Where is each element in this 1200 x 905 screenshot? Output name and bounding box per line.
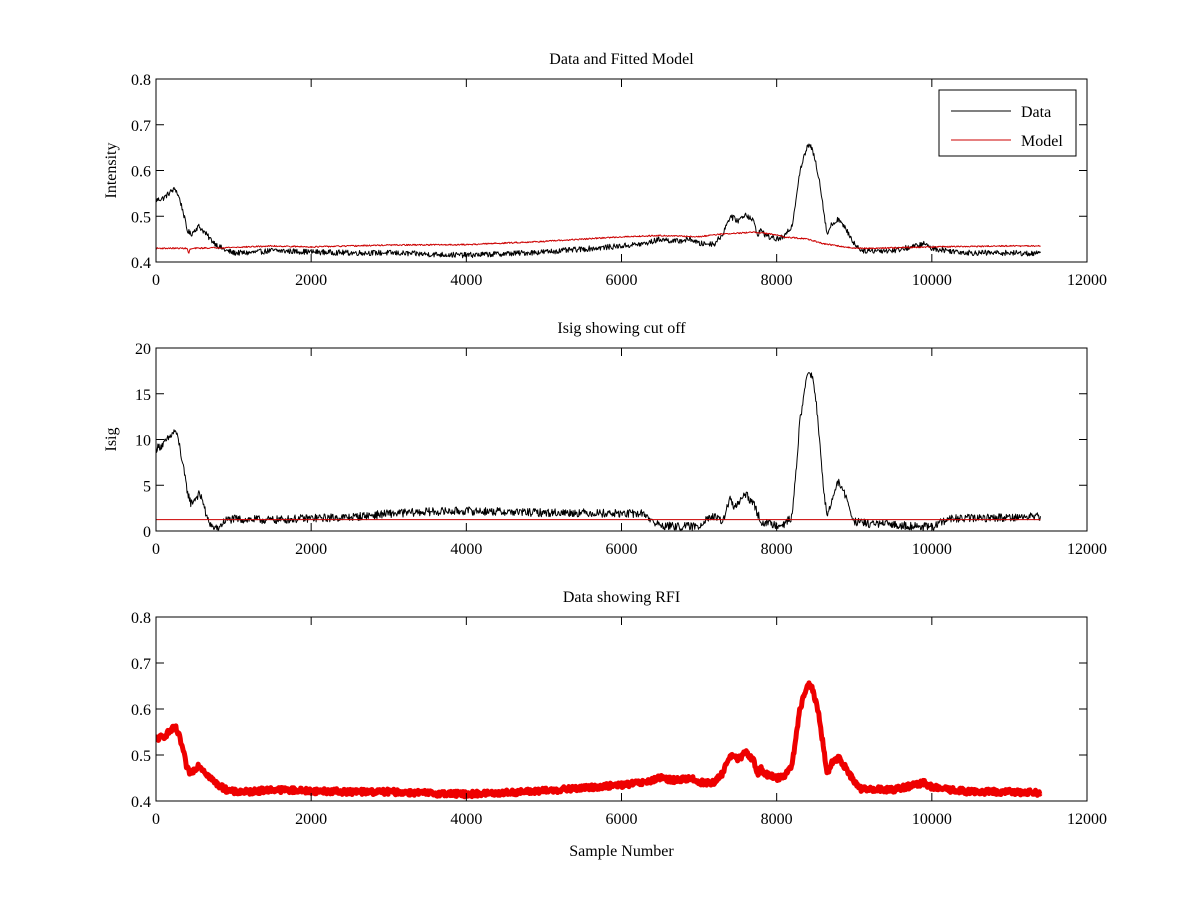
legend-label-model: Model — [1021, 133, 1063, 150]
y-tick-label: 0.4 — [131, 255, 151, 272]
chart-title: Data and Fitted Model — [549, 51, 694, 68]
legend: Data Model — [938, 89, 1077, 157]
y-tick-label: 0.4 — [131, 794, 151, 811]
y-tick-label: 0 — [143, 524, 151, 541]
y-axis-label: Isig — [103, 428, 120, 452]
y-tick-label: 10 — [135, 433, 151, 450]
plot-area — [156, 680, 1043, 800]
x-tick-label: 8000 — [761, 811, 793, 828]
x-tick-label: 10000 — [912, 272, 952, 289]
y-tick-label: 0.8 — [131, 72, 151, 89]
x-tick-label: 10000 — [912, 811, 952, 828]
y-tick-label: 0.5 — [131, 748, 151, 765]
y-tick-label: 0.5 — [131, 209, 151, 226]
x-tick-label: 0 — [152, 811, 160, 828]
x-tick-label: 4000 — [450, 811, 482, 828]
x-tick-label: 6000 — [606, 811, 638, 828]
x-tick-label: 6000 — [606, 541, 638, 558]
x-tick-label: 0 — [152, 541, 160, 558]
legend-label-data: Data — [1021, 104, 1051, 121]
plot-area — [156, 372, 1041, 531]
panel-isig-showing-cut-off: 0 2000 4000 6000 8000 10000 12000 0 5 10 15 20 Isig … — [103, 320, 1107, 558]
y-tick-label: 5 — [143, 478, 151, 495]
legend-box — [938, 89, 1077, 157]
y-tick-label: 0.8 — [131, 610, 151, 627]
x-tick-label: 12000 — [1067, 541, 1107, 558]
x-axis-label: Sample Number — [569, 843, 674, 860]
panel-data-and-fitted-model: 0 2000 4000 6000 8000 10000 12000 0.4 0.5 0.6 0.7 0… — [103, 51, 1107, 289]
series-line-model — [156, 231, 1041, 254]
x-tick-label: 2000 — [295, 272, 327, 289]
x-tick-label: 8000 — [761, 541, 793, 558]
y-tick-label: 0.6 — [131, 702, 151, 719]
x-tick-label: 0 — [152, 272, 160, 289]
x-tick-label: 4000 — [450, 541, 482, 558]
x-tick-label: 6000 — [606, 272, 638, 289]
panel-data-showing-rfi: 0 2000 4000 6000 8000 10000 12000 0.4 0.5 0.6 0.7 0… — [131, 589, 1107, 860]
x-tick-label: 10000 — [912, 541, 952, 558]
x-tick-label: 8000 — [761, 272, 793, 289]
x-tick-label: 2000 — [295, 541, 327, 558]
y-tick-label: 0.7 — [131, 656, 151, 673]
chart-title: Data showing RFI — [563, 589, 680, 606]
y-tick-label: 0.7 — [131, 118, 151, 135]
plot-area — [156, 143, 1041, 259]
x-tick-label: 12000 — [1067, 272, 1107, 289]
x-tick-label: 12000 — [1067, 811, 1107, 828]
y-tick-label: 0.6 — [131, 164, 151, 181]
x-tick-label: 4000 — [450, 272, 482, 289]
y-axis-label: Intensity — [103, 143, 120, 199]
y-tick-label: 20 — [135, 341, 151, 358]
chart-title: Isig showing cut off — [557, 320, 686, 337]
y-tick-label: 15 — [135, 387, 151, 404]
series-line-data — [156, 680, 1043, 800]
x-tick-label: 2000 — [295, 811, 327, 828]
series-line-data — [156, 143, 1041, 259]
